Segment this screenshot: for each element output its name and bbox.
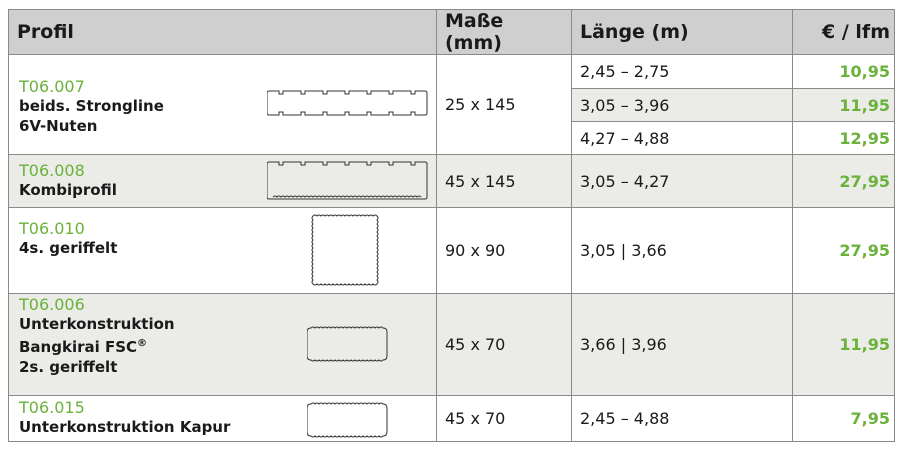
length-cell: 3,05 – 3,96 (571, 88, 793, 122)
header-profile: Profil (8, 9, 437, 55)
dimensions-cell: 45 x 145 (436, 154, 572, 208)
table-row: T06.010 4s. geriffelt 90 x 90 3,05 | 3,6… (8, 207, 895, 294)
price-cell: 10,95 (792, 54, 895, 89)
price-cell: 12,95 (792, 121, 895, 155)
product-description: 2s. geriffelt (19, 358, 118, 376)
profile-cell: T06.010 4s. geriffelt (8, 207, 437, 294)
profile-drawing-joist (307, 326, 388, 362)
dimensions-cell: 25 x 145 (436, 54, 572, 155)
dimensions-cell: 45 x 70 (436, 293, 572, 396)
table-row: T06.007 beids. Strongline 6V-Nuten 25 x … (8, 54, 895, 155)
price-cell: 11,95 (792, 293, 895, 396)
header-dimensions: Maße (mm) (436, 9, 572, 55)
profile-drawing-joist (307, 402, 388, 438)
profile-cell: T06.015 Unterkonstruktion Kapur (8, 395, 437, 442)
product-description: Unterkonstruktion Kapur (19, 418, 231, 436)
table-row: T06.006 Unterkonstruktion Bangkirai FSC®… (8, 293, 895, 396)
product-code: T06.010 (19, 219, 85, 238)
header-row: Profil Maße (mm) Länge (m) € / lfm (8, 9, 895, 55)
product-description: Kombiprofil (19, 181, 117, 199)
header-price: € / lfm (792, 9, 895, 55)
table-row: 4,27 – 4,88 12,95 (9, 121, 895, 155)
product-description: 4s. geriffelt (19, 239, 118, 257)
table-row: T06.008 Kombiprofil 45 x 145 3,05 – 4,27… (8, 154, 895, 208)
product-code: T06.007 (19, 77, 85, 96)
profile-drawing-kombi (267, 161, 428, 200)
dimensions-cell: 90 x 90 (436, 207, 572, 294)
length-cell: 3,66 | 3,96 (571, 293, 793, 396)
length-cell: 3,05 | 3,66 (571, 207, 793, 294)
profile-cell: T06.007 beids. Strongline 6V-Nuten (8, 54, 437, 155)
product-description: 6V-Nuten (19, 117, 98, 135)
product-description: beids. Strongline (19, 97, 164, 115)
registered-mark: ® (137, 338, 148, 349)
price-table: Profil Maße (mm) Länge (m) € / lfm T06.0… (8, 9, 895, 442)
length-cell: 2,45 – 4,88 (571, 395, 793, 442)
dimensions-cell: 45 x 70 (436, 395, 572, 442)
profile-cell: T06.006 Unterkonstruktion Bangkirai FSC®… (8, 293, 437, 396)
product-description: Unterkonstruktion (19, 315, 175, 333)
product-code: T06.015 (19, 398, 85, 417)
profile-drawing-square (311, 214, 379, 286)
price-cell: 27,95 (792, 154, 895, 208)
profile-drawing-strongline (267, 90, 428, 116)
price-cell: 11,95 (792, 88, 895, 122)
product-code: T06.008 (19, 161, 85, 180)
price-cell: 7,95 (792, 395, 895, 442)
length-cell: 3,05 – 4,27 (571, 154, 793, 208)
length-cell: 4,27 – 4,88 (571, 121, 793, 155)
header-length: Länge (m) (571, 9, 793, 55)
table-row: T06.015 Unterkonstruktion Kapur 45 x 70 … (8, 395, 895, 442)
product-code: T06.006 (19, 295, 85, 314)
length-cell: 2,45 – 2,75 (571, 54, 793, 89)
profile-cell: T06.008 Kombiprofil (8, 154, 437, 208)
price-cell: 27,95 (792, 207, 895, 294)
table-row: 3,05 – 3,96 11,95 (9, 88, 895, 122)
product-description: Bangkirai FSC® (19, 338, 148, 356)
